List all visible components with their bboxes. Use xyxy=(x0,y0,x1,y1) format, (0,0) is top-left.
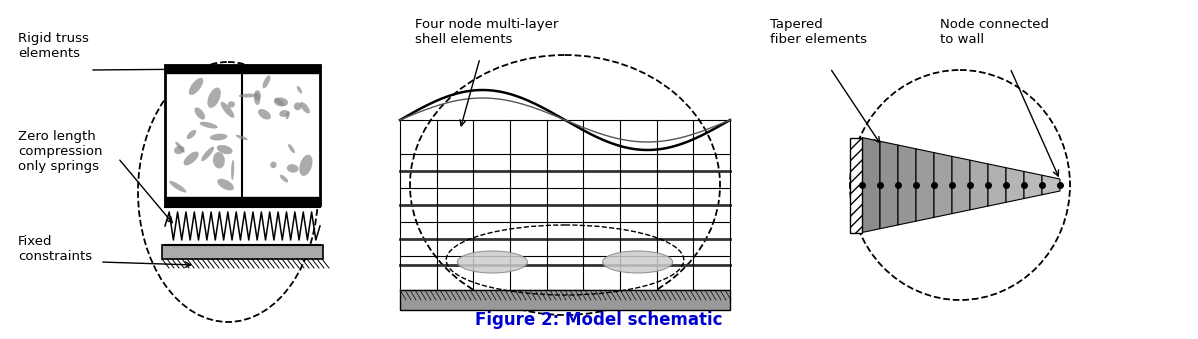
Ellipse shape xyxy=(254,90,261,100)
Text: Fixed
constraints: Fixed constraints xyxy=(18,235,92,263)
Text: Tapered
fiber elements: Tapered fiber elements xyxy=(770,18,867,46)
Bar xyxy=(165,65,320,73)
Ellipse shape xyxy=(254,93,260,105)
Polygon shape xyxy=(988,164,1006,206)
Text: Zero length
compression
only springs: Zero length compression only springs xyxy=(18,130,103,173)
Ellipse shape xyxy=(169,181,187,193)
Polygon shape xyxy=(863,138,881,233)
Polygon shape xyxy=(1042,175,1060,195)
Text: Four node multi-layer
shell elements: Four node multi-layer shell elements xyxy=(415,18,558,46)
Ellipse shape xyxy=(279,110,289,117)
Ellipse shape xyxy=(274,98,284,106)
Ellipse shape xyxy=(174,146,184,154)
Ellipse shape xyxy=(194,107,205,120)
Polygon shape xyxy=(1024,172,1042,199)
Ellipse shape xyxy=(294,102,302,110)
Polygon shape xyxy=(916,149,934,221)
Ellipse shape xyxy=(220,102,235,118)
Polygon shape xyxy=(898,145,916,225)
Ellipse shape xyxy=(231,160,235,180)
Ellipse shape xyxy=(238,94,258,97)
Polygon shape xyxy=(881,141,898,229)
Ellipse shape xyxy=(258,109,271,120)
Ellipse shape xyxy=(213,152,225,168)
Polygon shape xyxy=(952,156,970,214)
Bar xyxy=(165,65,320,205)
Ellipse shape xyxy=(300,102,310,114)
Ellipse shape xyxy=(274,97,288,106)
Text: Node connected
to wall: Node connected to wall xyxy=(940,18,1049,46)
Ellipse shape xyxy=(297,86,302,94)
Text: Figure 2: Model schematic: Figure 2: Model schematic xyxy=(476,311,722,329)
Ellipse shape xyxy=(201,147,214,161)
Polygon shape xyxy=(934,153,952,217)
Ellipse shape xyxy=(187,130,196,139)
Polygon shape xyxy=(970,160,988,210)
Bar xyxy=(851,138,863,233)
Ellipse shape xyxy=(217,179,234,191)
Ellipse shape xyxy=(217,145,232,154)
Ellipse shape xyxy=(288,144,295,153)
Text: Rigid truss
elements: Rigid truss elements xyxy=(18,32,89,60)
Ellipse shape xyxy=(200,122,218,128)
Ellipse shape xyxy=(175,142,184,153)
Ellipse shape xyxy=(458,251,527,273)
Bar xyxy=(400,290,730,310)
Ellipse shape xyxy=(300,155,313,176)
Polygon shape xyxy=(1006,168,1024,202)
Ellipse shape xyxy=(286,111,290,119)
Ellipse shape xyxy=(183,152,199,165)
Bar xyxy=(162,245,323,259)
Ellipse shape xyxy=(207,87,220,108)
Ellipse shape xyxy=(228,101,235,108)
Ellipse shape xyxy=(603,251,672,273)
Ellipse shape xyxy=(262,75,271,88)
Bar xyxy=(165,197,320,205)
Ellipse shape xyxy=(236,135,248,140)
Ellipse shape xyxy=(280,175,289,182)
Ellipse shape xyxy=(189,78,204,95)
Ellipse shape xyxy=(210,134,228,140)
Ellipse shape xyxy=(271,162,277,168)
Ellipse shape xyxy=(286,164,298,173)
